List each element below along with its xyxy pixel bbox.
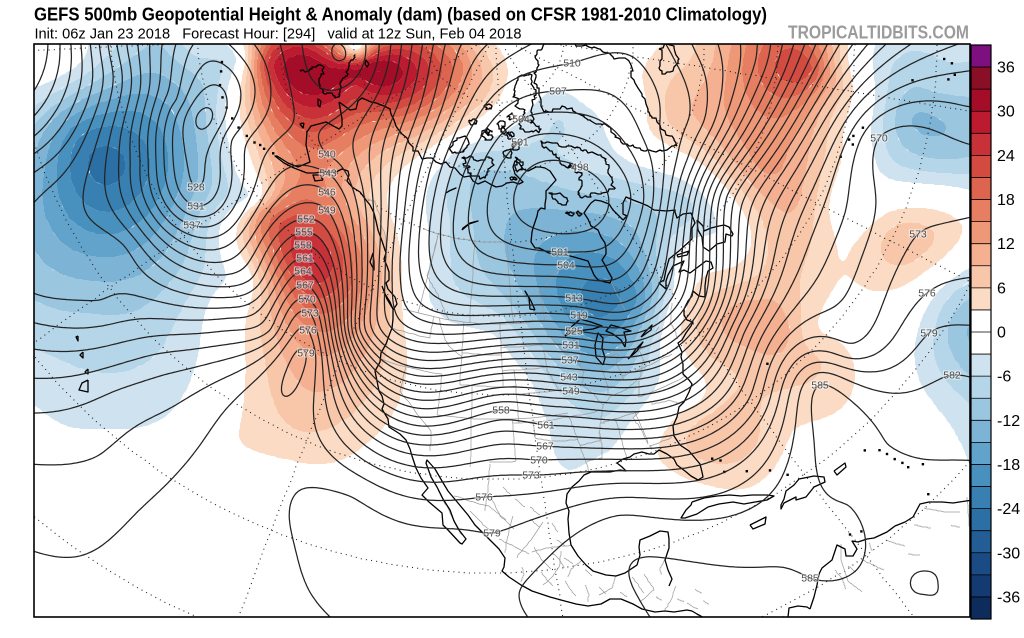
svg-text:564: 564 bbox=[294, 266, 312, 278]
svg-text:504: 504 bbox=[557, 260, 575, 272]
svg-text:501: 501 bbox=[551, 247, 569, 259]
svg-text:Init: 06z Jan 23 2018 Foreca: Init: 06z Jan 23 2018 Forecast Hour: [29… bbox=[35, 26, 522, 42]
svg-text:552: 552 bbox=[297, 214, 315, 226]
svg-text:537: 537 bbox=[561, 355, 579, 367]
svg-text:561: 561 bbox=[296, 253, 314, 265]
svg-text:507: 507 bbox=[549, 86, 567, 98]
svg-text:-30: -30 bbox=[997, 545, 1020, 562]
svg-text:573: 573 bbox=[522, 470, 540, 482]
svg-text:18: 18 bbox=[997, 192, 1015, 209]
svg-text:585: 585 bbox=[801, 573, 819, 585]
svg-text:-24: -24 bbox=[997, 501, 1020, 518]
svg-text:531: 531 bbox=[562, 340, 580, 352]
svg-text:582: 582 bbox=[943, 370, 961, 382]
svg-text:-6: -6 bbox=[997, 369, 1011, 386]
svg-text:498: 498 bbox=[571, 162, 589, 174]
svg-text:528: 528 bbox=[187, 182, 205, 194]
svg-text:576: 576 bbox=[918, 288, 936, 300]
svg-text:510: 510 bbox=[563, 58, 581, 70]
svg-text:558: 558 bbox=[492, 405, 510, 417]
svg-text:12: 12 bbox=[997, 236, 1015, 253]
svg-text:561: 561 bbox=[537, 420, 555, 432]
svg-text:-36: -36 bbox=[997, 589, 1020, 606]
svg-text:573: 573 bbox=[909, 229, 927, 241]
svg-text:570: 570 bbox=[530, 455, 548, 467]
svg-text:570: 570 bbox=[870, 133, 888, 145]
svg-text:549: 549 bbox=[562, 386, 580, 398]
svg-text:-12: -12 bbox=[997, 413, 1020, 430]
svg-text:549: 549 bbox=[318, 205, 336, 217]
svg-text:576: 576 bbox=[299, 325, 317, 337]
svg-text:36: 36 bbox=[997, 60, 1015, 77]
svg-text:501: 501 bbox=[511, 137, 529, 149]
svg-text:504: 504 bbox=[512, 114, 530, 126]
svg-text:GEFS 500mb Geopotential Height: GEFS 500mb Geopotential Height & Anomaly… bbox=[34, 4, 767, 24]
svg-text:543: 543 bbox=[319, 168, 337, 180]
svg-text:513: 513 bbox=[565, 293, 583, 305]
svg-text:579: 579 bbox=[297, 348, 315, 360]
svg-text:30: 30 bbox=[997, 104, 1015, 121]
svg-text:576: 576 bbox=[475, 492, 493, 504]
svg-text:558: 558 bbox=[294, 240, 312, 252]
svg-text:537: 537 bbox=[183, 220, 201, 232]
svg-text:-18: -18 bbox=[997, 457, 1020, 474]
svg-text:519: 519 bbox=[570, 310, 588, 322]
svg-text:567: 567 bbox=[536, 441, 554, 453]
svg-text:579: 579 bbox=[483, 528, 501, 540]
svg-text:543: 543 bbox=[560, 372, 578, 384]
svg-text:570: 570 bbox=[298, 294, 316, 306]
svg-text:525: 525 bbox=[565, 326, 583, 338]
svg-text:540: 540 bbox=[318, 149, 336, 161]
svg-text:531: 531 bbox=[187, 201, 205, 213]
svg-text:573: 573 bbox=[301, 308, 319, 320]
svg-text:585: 585 bbox=[811, 380, 829, 392]
svg-text:6: 6 bbox=[997, 280, 1006, 297]
svg-text:24: 24 bbox=[997, 148, 1015, 165]
svg-text:579: 579 bbox=[920, 328, 938, 340]
svg-text:555: 555 bbox=[295, 227, 313, 239]
svg-text:0: 0 bbox=[997, 325, 1006, 342]
svg-text:546: 546 bbox=[318, 187, 336, 199]
svg-text:TROPICALTIDBITS.COM: TROPICALTIDBITS.COM bbox=[788, 23, 969, 43]
svg-text:567: 567 bbox=[296, 280, 314, 292]
